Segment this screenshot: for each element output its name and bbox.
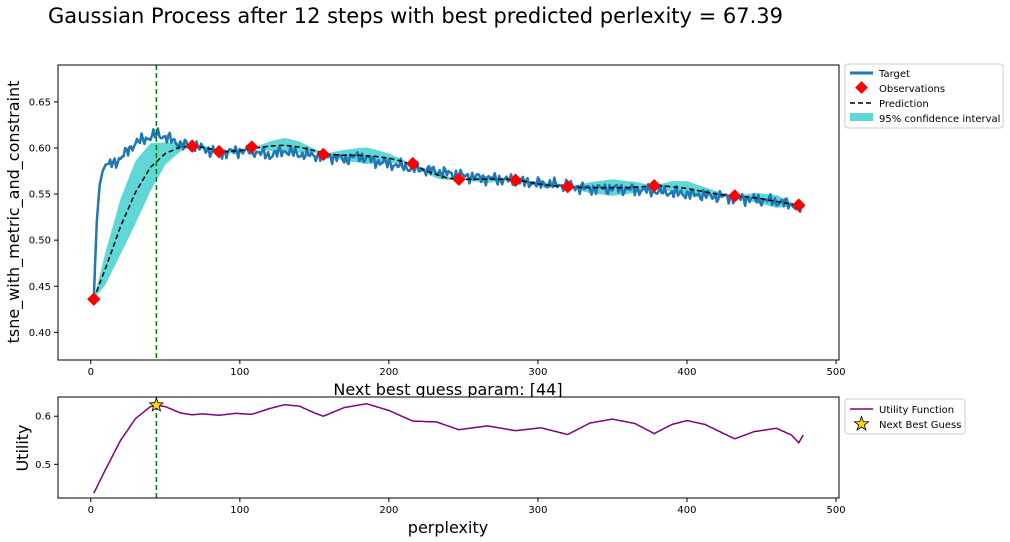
top-plot-background <box>58 65 839 360</box>
observation-point <box>508 173 523 187</box>
bottom-xtick-label: 200 <box>379 505 398 516</box>
legend-utility-label: Utility Function <box>879 405 954 416</box>
observation-point <box>452 172 466 187</box>
top-y-axis-label: tsne_with_metric_and_constraint <box>4 81 24 344</box>
bottom-plot-frame <box>57 396 840 499</box>
legend-star-swatch <box>853 415 870 431</box>
top-ytick-label: 0.50 <box>29 236 51 247</box>
top-plot-frame <box>57 64 840 361</box>
top-legend-frame <box>844 63 1004 129</box>
bottom-xtick-label: 0 <box>88 505 94 516</box>
prediction-line-layer <box>93 144 804 300</box>
bottom-ytick-label: 0.5 <box>35 460 51 471</box>
bottom-legend-frame <box>844 398 966 435</box>
observation-point <box>245 140 259 154</box>
top-ytick-label: 0.40 <box>29 328 51 339</box>
top-xtick-label: 200 <box>379 367 398 378</box>
legend-ci-label: 95% confidence interval <box>879 114 1000 125</box>
legend-observations-label: Observations <box>879 84 945 95</box>
top-x-axis-label: Next best guess param: [44] <box>333 380 562 399</box>
observation-point <box>792 198 806 212</box>
top-xtick-label: 500 <box>826 367 845 378</box>
prediction-line <box>93 144 804 300</box>
bottom-legend: Utility Function Next Best Guess <box>844 398 966 435</box>
top-xtick-label: 300 <box>528 367 547 378</box>
target-line-layer <box>92 127 805 300</box>
top-ytick-label: 0.55 <box>29 190 51 201</box>
bottom-chart: 0 100 200 300 400 500 0.5 0.6 perplexity Utili… <box>13 396 966 537</box>
bottom-x-axis-label: perplexity <box>408 518 488 537</box>
top-chart: 0 100 200 300 400 500 0.40 0.45 0.50 0.55 0.60 0.6… <box>4 63 1004 399</box>
bottom-plot-background <box>58 397 839 498</box>
next-best-guess-marker <box>148 397 165 412</box>
target-line <box>92 127 805 300</box>
observation-markers <box>87 139 806 306</box>
top-ytick-label: 0.45 <box>29 282 51 293</box>
observation-point <box>212 144 226 159</box>
top-y-axis-ticks: 0.40 0.45 0.50 0.55 0.60 0.65 <box>29 97 58 339</box>
bottom-x-axis-ticks: 0 100 200 300 400 500 <box>88 498 846 516</box>
observation-point <box>87 292 101 306</box>
bottom-plot-area <box>57 396 840 499</box>
top-xtick-label: 400 <box>677 367 696 378</box>
top-ytick-label: 0.60 <box>29 143 51 154</box>
observation-point <box>647 179 661 193</box>
top-plot-area <box>57 64 840 361</box>
legend-prediction-label: Prediction <box>879 99 929 110</box>
legend-ci-swatch <box>850 113 873 121</box>
bottom-y-axis-label: Utility <box>13 424 32 471</box>
top-xtick-label: 100 <box>230 367 249 378</box>
top-ytick-label: 0.65 <box>29 97 51 108</box>
bottom-xtick-label: 100 <box>230 505 249 516</box>
utility-line <box>93 402 804 494</box>
figure-title: Gaussian Process after 12 steps with bes… <box>48 4 783 28</box>
observation-point <box>561 179 575 194</box>
bottom-ytick-label: 0.6 <box>35 412 51 423</box>
observation-point <box>727 189 742 203</box>
next-best-guess-star <box>148 397 165 412</box>
bottom-xtick-label: 500 <box>826 505 845 516</box>
top-x-axis-ticks: 0 100 200 300 400 500 <box>88 360 846 378</box>
utility-line-layer <box>93 402 804 494</box>
observation-point <box>316 147 331 162</box>
bottom-xtick-label: 400 <box>677 505 696 516</box>
legend-star-label: Next Best Guess <box>879 420 961 431</box>
top-xtick-label: 0 <box>88 367 94 378</box>
top-legend: Target Observations Prediction 95% confi… <box>844 63 1004 129</box>
observation-point <box>185 139 199 153</box>
bottom-xtick-label: 300 <box>528 505 547 516</box>
observation-point <box>406 156 420 171</box>
legend-target-label: Target <box>878 69 910 80</box>
bottom-y-axis-ticks: 0.5 0.6 <box>35 412 58 471</box>
